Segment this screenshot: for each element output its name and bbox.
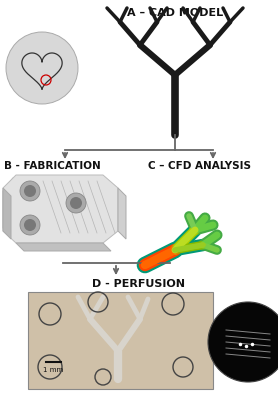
Polygon shape xyxy=(28,292,213,389)
Text: B - FABRICATION: B - FABRICATION xyxy=(4,161,101,171)
Polygon shape xyxy=(3,175,118,243)
Polygon shape xyxy=(3,188,11,239)
Circle shape xyxy=(208,302,278,382)
Circle shape xyxy=(20,215,40,235)
Polygon shape xyxy=(16,243,111,251)
Text: D - PERFUSION: D - PERFUSION xyxy=(93,279,185,289)
Circle shape xyxy=(24,219,36,231)
Text: 1 mm: 1 mm xyxy=(43,367,63,373)
Polygon shape xyxy=(118,188,126,239)
Circle shape xyxy=(24,185,36,197)
Text: C – CFD ANALYSIS: C – CFD ANALYSIS xyxy=(148,161,251,171)
Circle shape xyxy=(20,181,40,201)
Circle shape xyxy=(6,32,78,104)
Circle shape xyxy=(70,197,82,209)
Text: A – CAD MODEL: A – CAD MODEL xyxy=(127,8,223,18)
Circle shape xyxy=(66,193,86,213)
Polygon shape xyxy=(3,178,115,238)
